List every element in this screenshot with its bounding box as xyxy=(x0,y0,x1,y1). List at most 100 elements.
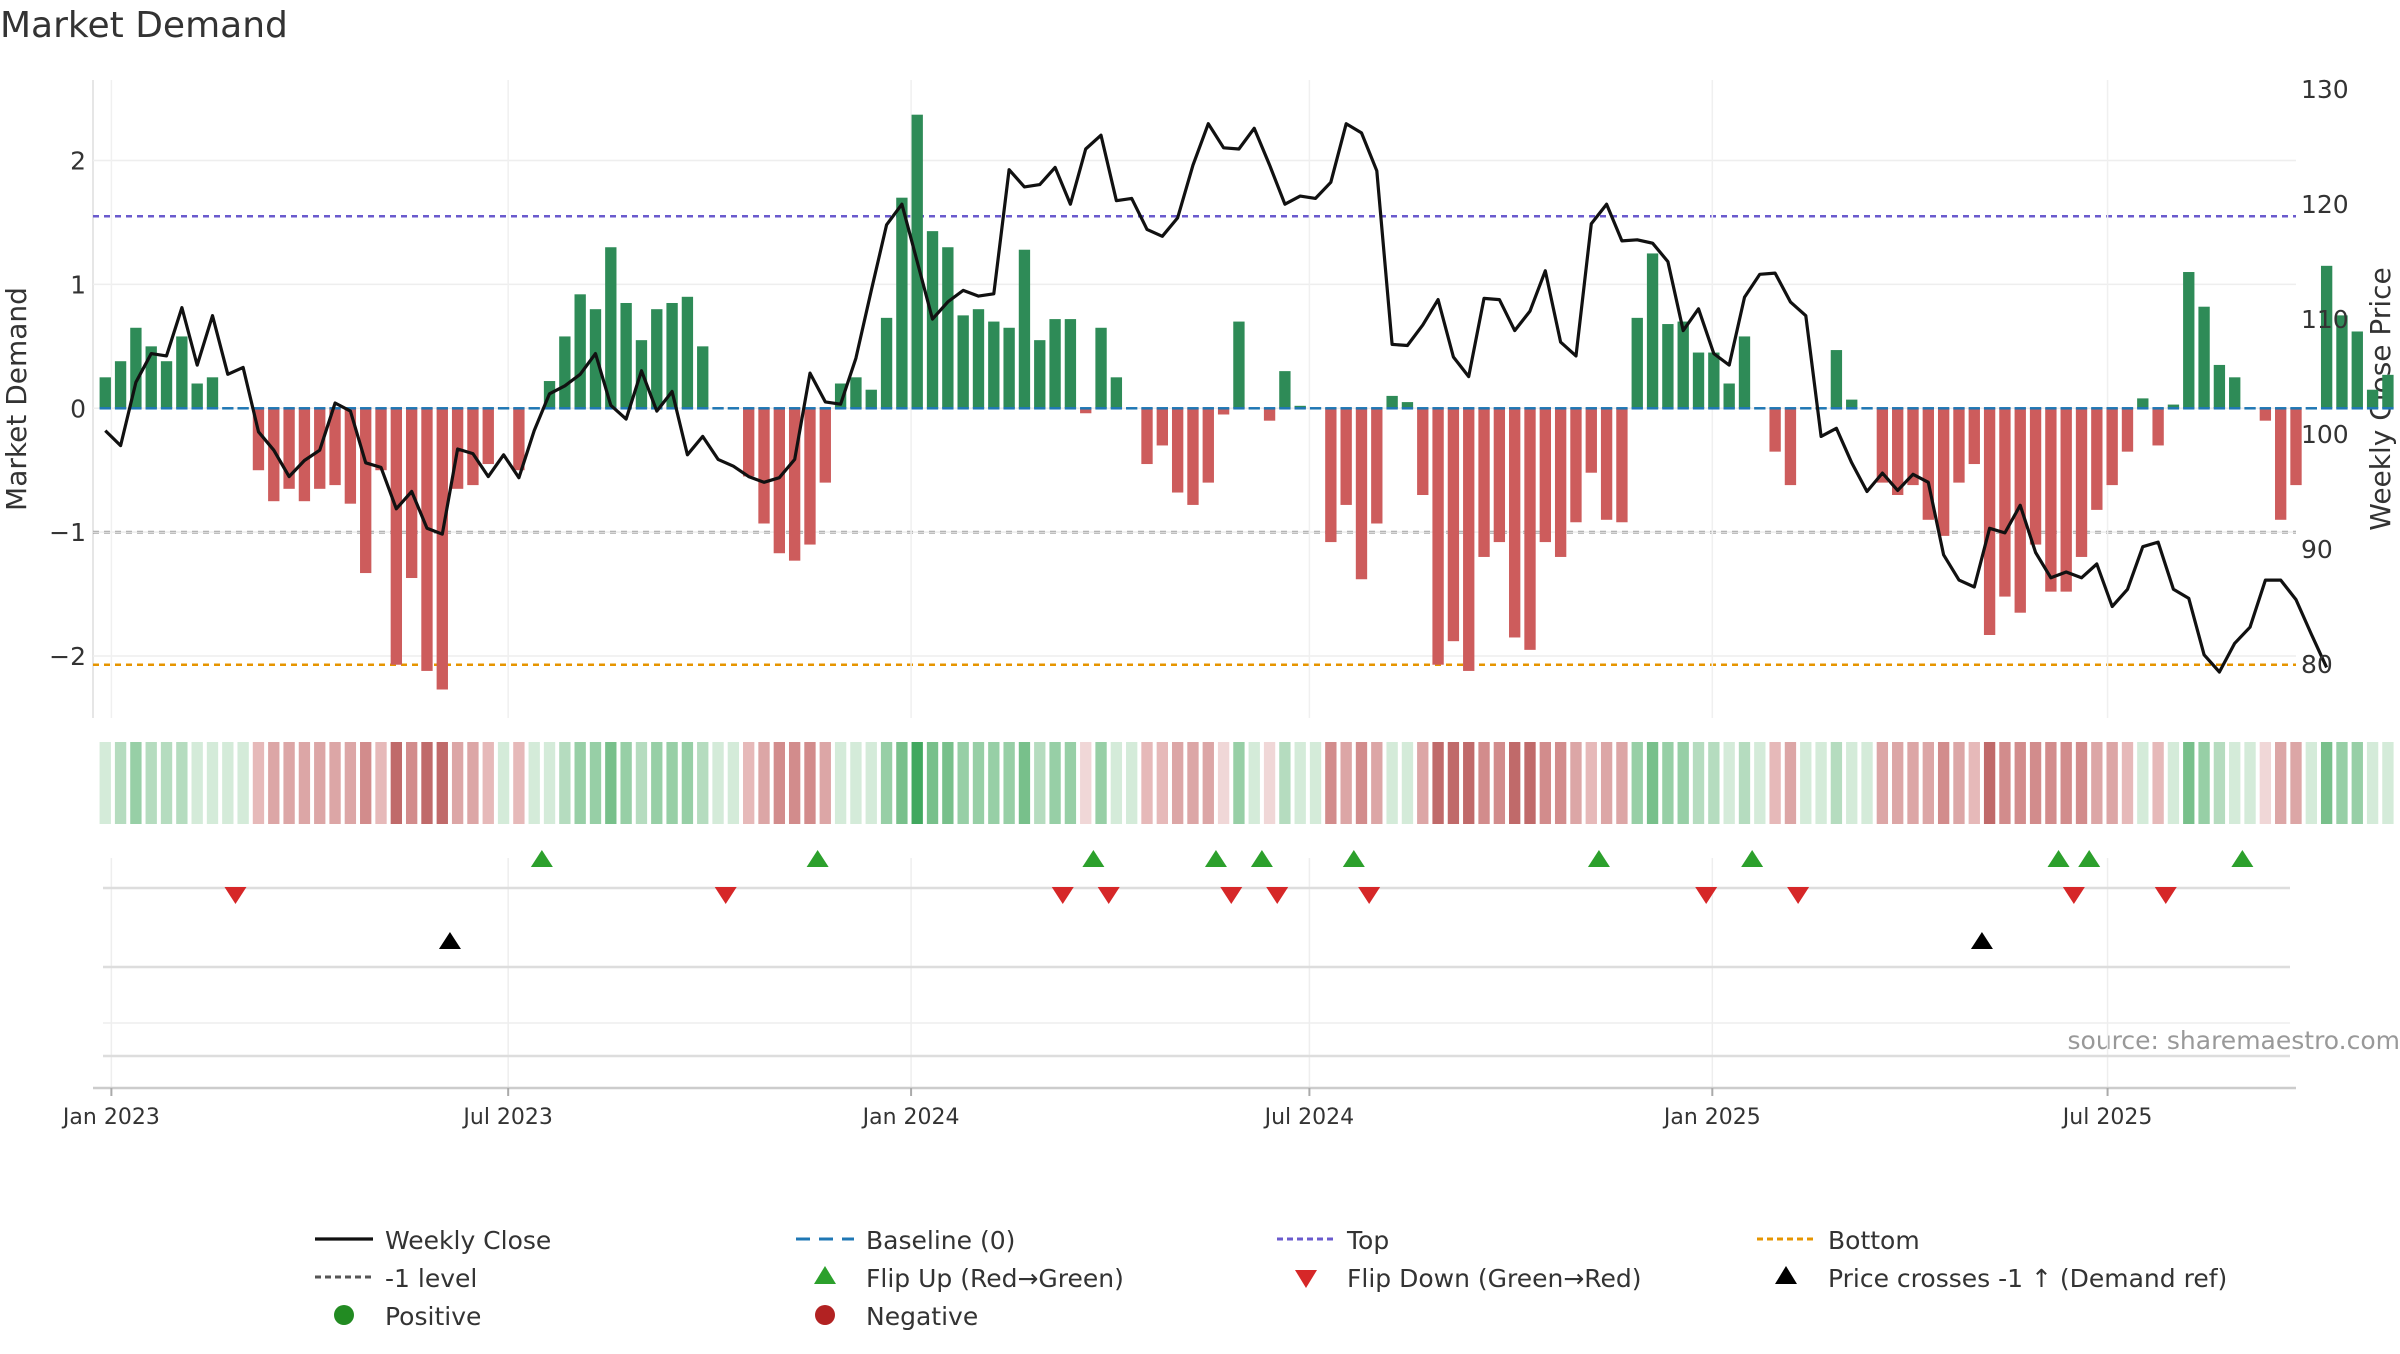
demand-bar-positive xyxy=(2367,390,2378,409)
strip-cell xyxy=(544,742,555,824)
demand-bar-positive xyxy=(1279,371,1290,408)
strip-cell xyxy=(2290,742,2301,824)
flip-up-marker xyxy=(1082,850,1104,867)
demand-bar-negative xyxy=(2106,408,2117,485)
strip-cell xyxy=(942,742,953,824)
demand-bar-negative xyxy=(774,408,785,553)
demand-bar-negative xyxy=(360,408,371,573)
strip-cell xyxy=(1678,742,1689,824)
strip-cell xyxy=(820,742,831,824)
demand-bar-negative xyxy=(2290,408,2301,485)
demand-bar-negative xyxy=(2275,408,2286,519)
strip-cell xyxy=(2122,742,2133,824)
strip-cell xyxy=(2321,742,2332,824)
strip-cell xyxy=(2106,742,2117,824)
strip-cell xyxy=(2229,742,2240,824)
demand-bar-negative xyxy=(820,408,831,482)
demand-bar-negative xyxy=(804,408,815,544)
demand-bar-positive xyxy=(973,309,984,408)
demand-bar-negative xyxy=(1494,408,1505,542)
strip-cell xyxy=(1524,742,1535,824)
flip-up-marker xyxy=(531,850,553,867)
strip-cell xyxy=(1371,742,1382,824)
demand-bar-negative xyxy=(1601,408,1612,519)
strip-cell xyxy=(1616,742,1627,824)
demand-bar-positive xyxy=(1831,350,1842,408)
demand-bar-negative xyxy=(1448,408,1459,641)
strip-cell xyxy=(804,742,815,824)
strip-cell xyxy=(881,742,892,824)
strip-cell xyxy=(682,742,693,824)
demand-bar-positive xyxy=(1065,319,1076,408)
price-cross-marker xyxy=(1971,932,1993,949)
x-tick-label: Jan 2024 xyxy=(861,1105,960,1130)
demand-color-strip xyxy=(100,742,2394,824)
strip-cell xyxy=(2260,742,2271,824)
strip-cell xyxy=(115,742,126,824)
strip-cell xyxy=(896,742,907,824)
strip-cell xyxy=(2015,742,2026,824)
strip-cell xyxy=(1540,742,1551,824)
demand-bar-positive xyxy=(1095,328,1106,409)
strip-cell xyxy=(1662,742,1673,824)
demand-bar-positive xyxy=(620,303,631,408)
y2-tick-label: 80 xyxy=(2301,650,2333,679)
demand-bar-negative xyxy=(1371,408,1382,523)
strip-cell xyxy=(2168,742,2179,824)
flip-up-marker xyxy=(2078,850,2100,867)
strip-cell xyxy=(2198,742,2209,824)
demand-bar-positive xyxy=(1662,324,1673,408)
demand-bar-positive xyxy=(605,247,616,408)
legend-positive-label: Positive xyxy=(385,1302,481,1331)
demand-bar-positive xyxy=(866,390,877,409)
y-tick-label: −1 xyxy=(49,518,86,547)
demand-bar-negative xyxy=(437,408,448,689)
y2-tick-label: 90 xyxy=(2301,535,2333,564)
demand-bar-negative xyxy=(2076,408,2087,557)
strip-cell xyxy=(1723,742,1734,824)
demand-bar-positive xyxy=(1034,340,1045,408)
flip-down-marker xyxy=(715,887,737,904)
demand-bar-positive xyxy=(207,377,218,408)
x-tick-label: Jul 2024 xyxy=(1263,1105,1355,1130)
demand-bar-positive xyxy=(896,198,907,409)
demand-bar-negative xyxy=(2061,408,2072,591)
demand-bar-positive xyxy=(1647,253,1658,408)
strip-cell xyxy=(2091,742,2102,824)
demand-bar-negative xyxy=(758,408,769,523)
y-axis-label: Market Demand xyxy=(0,287,33,511)
strip-cell xyxy=(345,742,356,824)
strip-cell xyxy=(774,742,785,824)
demand-bar-negative xyxy=(1540,408,1551,542)
strip-cell xyxy=(130,742,141,824)
strip-cell xyxy=(1172,742,1183,824)
strip-cell xyxy=(192,742,203,824)
strip-cell xyxy=(1739,742,1750,824)
demand-bar-positive xyxy=(958,315,969,408)
legend-top-label: Top xyxy=(1346,1226,1389,1255)
demand-bar-negative xyxy=(1509,408,1520,637)
demand-bar-positive xyxy=(1739,336,1750,408)
y-tick-labels: 210−1−2 xyxy=(49,147,86,672)
demand-bar-negative xyxy=(2260,408,2271,420)
demand-bar-negative xyxy=(1187,408,1198,505)
strip-cell xyxy=(1126,742,1137,824)
flip-down-marker xyxy=(2155,887,2177,904)
strip-cell xyxy=(728,742,739,824)
demand-bars xyxy=(100,115,2394,690)
demand-bar-negative xyxy=(1999,408,2010,596)
demand-bar-positive xyxy=(559,336,570,408)
strip-cell xyxy=(743,742,754,824)
strip-cell xyxy=(2336,742,2347,824)
strip-cell xyxy=(1417,742,1428,824)
demand-bar-negative xyxy=(467,408,478,485)
strip-cell xyxy=(1800,742,1811,824)
strip-cell xyxy=(1095,742,1106,824)
strip-cell xyxy=(2367,742,2378,824)
legend-flip-down-swatch xyxy=(1295,1270,1317,1288)
demand-bar-negative xyxy=(421,408,432,671)
legend-price-cross-swatch xyxy=(1775,1266,1797,1284)
flip-down-marker xyxy=(1266,887,1288,904)
demand-bar-negative xyxy=(1325,408,1336,542)
demand-bar-negative xyxy=(1417,408,1428,495)
